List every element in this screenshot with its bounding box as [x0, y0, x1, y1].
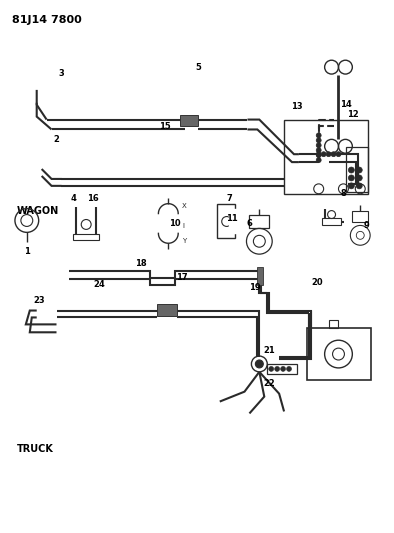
Text: 10: 10 [169, 219, 181, 228]
Text: 8: 8 [340, 189, 346, 198]
Bar [352, 211, 368, 222]
Circle shape [316, 133, 321, 138]
Text: 12: 12 [348, 110, 359, 119]
Text: 6: 6 [247, 219, 253, 228]
Text: 1: 1 [24, 247, 30, 256]
Circle shape [348, 183, 354, 189]
Text: 18: 18 [135, 259, 147, 268]
Text: 21: 21 [263, 345, 275, 354]
Circle shape [356, 183, 362, 189]
Circle shape [316, 138, 321, 143]
Circle shape [356, 175, 362, 181]
Circle shape [326, 152, 331, 157]
Circle shape [316, 148, 321, 153]
Bar [217, 204, 234, 238]
Bar [158, 304, 177, 317]
Circle shape [269, 366, 274, 372]
Circle shape [316, 152, 321, 157]
Bar [249, 215, 269, 229]
Text: WAGON: WAGON [17, 206, 59, 215]
Circle shape [255, 360, 263, 368]
Circle shape [356, 167, 362, 173]
Text: 81J14 7800: 81J14 7800 [12, 15, 82, 25]
Circle shape [331, 152, 336, 157]
Circle shape [281, 366, 286, 372]
Text: 9: 9 [363, 221, 369, 230]
Text: 4: 4 [71, 194, 76, 203]
Circle shape [348, 175, 354, 181]
Text: 3: 3 [59, 69, 64, 78]
Circle shape [336, 152, 341, 157]
Circle shape [316, 143, 321, 148]
Text: 16: 16 [87, 194, 99, 203]
Text: TRUCK: TRUCK [17, 444, 54, 454]
Text: Y: Y [182, 238, 186, 244]
Bar [346, 147, 368, 192]
Circle shape [316, 158, 321, 163]
Text: 14: 14 [340, 100, 352, 109]
Bar [284, 119, 368, 194]
Text: 19: 19 [249, 283, 260, 292]
Text: 24: 24 [93, 280, 105, 289]
Text: 23: 23 [34, 296, 45, 305]
Bar [322, 217, 342, 225]
Text: 15: 15 [160, 122, 171, 131]
Text: 2: 2 [54, 135, 59, 144]
Text: 13: 13 [291, 102, 303, 111]
Circle shape [275, 366, 280, 372]
Bar [307, 328, 371, 380]
Text: 20: 20 [311, 278, 323, 287]
Bar [180, 115, 198, 126]
Bar [73, 235, 99, 240]
Text: I: I [182, 223, 184, 229]
Text: 22: 22 [263, 379, 275, 388]
Text: 7: 7 [227, 194, 232, 203]
Text: 11: 11 [226, 214, 238, 223]
Circle shape [286, 366, 292, 372]
Text: 17: 17 [177, 273, 188, 282]
Polygon shape [229, 208, 236, 233]
Circle shape [348, 167, 354, 173]
Circle shape [321, 152, 326, 157]
Bar [267, 364, 297, 374]
Text: X: X [182, 203, 187, 208]
Bar [257, 267, 263, 285]
Circle shape [316, 153, 321, 158]
Bar [329, 320, 338, 328]
Text: 5: 5 [195, 63, 201, 71]
